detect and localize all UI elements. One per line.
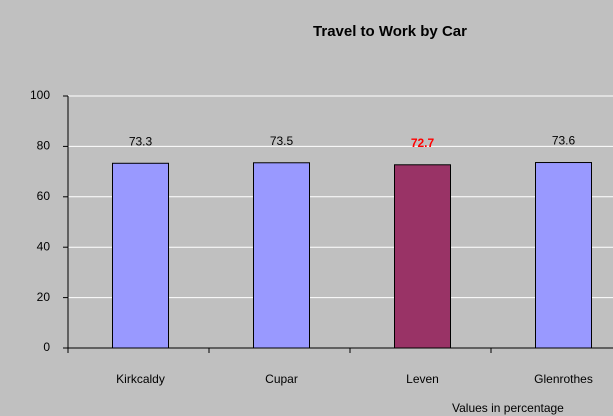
- bar: [535, 162, 592, 349]
- y-tick-label: 20: [37, 290, 51, 304]
- x-tick-label: Leven: [406, 372, 439, 386]
- bar: [394, 164, 451, 349]
- x-tick-label: Glenrothes: [534, 372, 593, 386]
- bar: [112, 162, 169, 349]
- x-tick-label: Kirkcaldy: [116, 372, 165, 386]
- y-tick-label: 100: [30, 88, 50, 102]
- bar: [253, 162, 310, 349]
- chart-title: Travel to Work by Car: [313, 23, 467, 40]
- value-label: 73.3: [129, 134, 153, 148]
- y-tick-label: 80: [37, 139, 51, 153]
- y-tick-label: 60: [37, 189, 51, 203]
- note: Values in percentage: [452, 401, 564, 415]
- x-tick-label: Cupar: [265, 372, 298, 386]
- value-label: 73.5: [270, 134, 294, 148]
- y-tick-label: 40: [37, 239, 51, 253]
- value-label: 72.7: [411, 136, 435, 150]
- y-tick-label: 0: [43, 340, 50, 354]
- value-label: 73.6: [552, 134, 576, 148]
